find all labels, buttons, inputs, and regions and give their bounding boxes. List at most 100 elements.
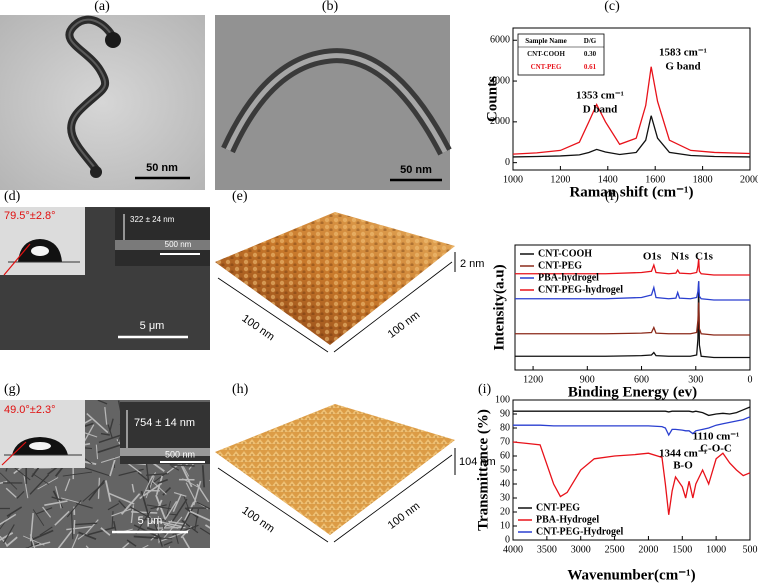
fiber [109, 459, 116, 477]
fiber [173, 491, 187, 497]
series-line [512, 66, 751, 155]
fiber [64, 478, 71, 492]
fiber [61, 497, 81, 504]
fiber [145, 472, 169, 476]
x-tick-label: 3000 [571, 544, 591, 555]
particle [105, 32, 121, 48]
droplet-inset [0, 400, 85, 468]
fiber [145, 536, 173, 540]
x-tick-label: 1200 [523, 374, 543, 385]
series-line [513, 416, 751, 437]
inset-scale-label: 500 nm [165, 240, 192, 249]
annotation: 1353 cm⁻¹ [576, 90, 624, 102]
droplet-highlight [31, 246, 49, 256]
y-tick-label: 40 [500, 478, 510, 489]
fiber [54, 510, 70, 526]
fiber [55, 486, 62, 509]
legend-table [517, 33, 605, 76]
fiber [88, 479, 105, 501]
x-tick-label: 4000 [503, 544, 523, 555]
nanotube-core [68, 18, 115, 173]
fiber [44, 500, 68, 506]
fiber [83, 418, 92, 425]
scale-label: 5 μm [138, 515, 163, 527]
fiber [83, 424, 95, 442]
contact-angle: 79.5°±2.8° [4, 210, 56, 222]
fiber [0, 513, 17, 526]
table-ratio: 0.30 [584, 50, 597, 58]
fiber [31, 529, 54, 541]
fiber [171, 498, 188, 522]
fiber [0, 535, 9, 547]
y-axis-label: Transmittance (%) [475, 409, 491, 531]
x-tick-label: 1400 [598, 174, 618, 185]
panel-label: (h) [232, 382, 249, 397]
fiber [204, 524, 210, 529]
fiber [157, 478, 169, 485]
y-tick-label: 10 [500, 520, 510, 531]
x-tick-label: 2000 [740, 174, 758, 185]
fiber [29, 512, 34, 542]
fiber [86, 412, 109, 434]
fiber [155, 475, 163, 496]
y-tick-label: 0 [505, 157, 510, 168]
annotation: 1344 cm⁻¹ [659, 448, 707, 460]
y-size: 100 nm [386, 500, 423, 532]
x-tick-label: 1500 [672, 544, 692, 555]
scale-label: 5 μm [140, 320, 165, 332]
x-tick-label: 1600 [645, 174, 665, 185]
plot-frame [512, 27, 751, 171]
y-axis-label: Counts [484, 76, 500, 122]
fiber [185, 482, 197, 503]
legend-entry: PBA-hydrogel [538, 272, 599, 283]
series-line [515, 281, 750, 359]
fiber [131, 483, 135, 493]
y-tick-label: 70 [500, 436, 510, 447]
fiber [0, 532, 14, 541]
y-tick-label: 4000 [490, 75, 510, 86]
annotation: 1110 cm⁻¹ [693, 431, 740, 443]
fiber [25, 542, 40, 548]
x-tick-label: 2000 [638, 544, 658, 555]
fiber [23, 474, 29, 499]
legend-entry: CNT-PEG [538, 260, 582, 271]
x-size: 100 nm [240, 504, 277, 535]
fiber [107, 503, 120, 511]
x-tick-label: 900 [580, 374, 595, 385]
z-range: 2 nm [460, 258, 484, 270]
afm-axis [333, 454, 453, 543]
table-header: Sample Name [525, 37, 566, 45]
fiber [182, 478, 202, 489]
fiber [171, 465, 180, 471]
legend-entry: CNT-PEG [531, 63, 562, 71]
x-axis-label: Raman shift (cm⁻¹) [569, 184, 693, 200]
legend-entry: CNT-PEG-Hydrogel [536, 526, 623, 537]
fiber [131, 511, 158, 514]
series-line [515, 281, 750, 301]
afm-axis [217, 277, 329, 353]
x-tick-label: 500 [743, 544, 758, 555]
fiber [146, 504, 172, 510]
x-axis-label: Wavenumber(cm⁻¹) [567, 567, 695, 583]
fiber [169, 464, 195, 467]
y-axis-label: Intensity(a.u) [491, 264, 507, 350]
fiber [36, 507, 53, 515]
legend-entry: CNT-COOH [538, 248, 592, 259]
y-tick-label: 80 [500, 422, 510, 433]
fiber [163, 541, 173, 546]
fiber [39, 526, 53, 536]
annotation: 1583 cm⁻¹ [659, 47, 707, 59]
film-layer [120, 448, 210, 456]
fiber [76, 502, 93, 509]
series-line [512, 115, 751, 158]
fiber [192, 480, 202, 506]
fiber [107, 492, 135, 505]
fiber [126, 539, 137, 547]
fiber [168, 546, 171, 548]
panel-label: (c) [604, 0, 620, 14]
fiber [5, 487, 17, 498]
fiber [159, 531, 186, 543]
fiber [104, 480, 112, 502]
y-tick-label: 50 [500, 464, 510, 475]
fiber [121, 542, 130, 548]
